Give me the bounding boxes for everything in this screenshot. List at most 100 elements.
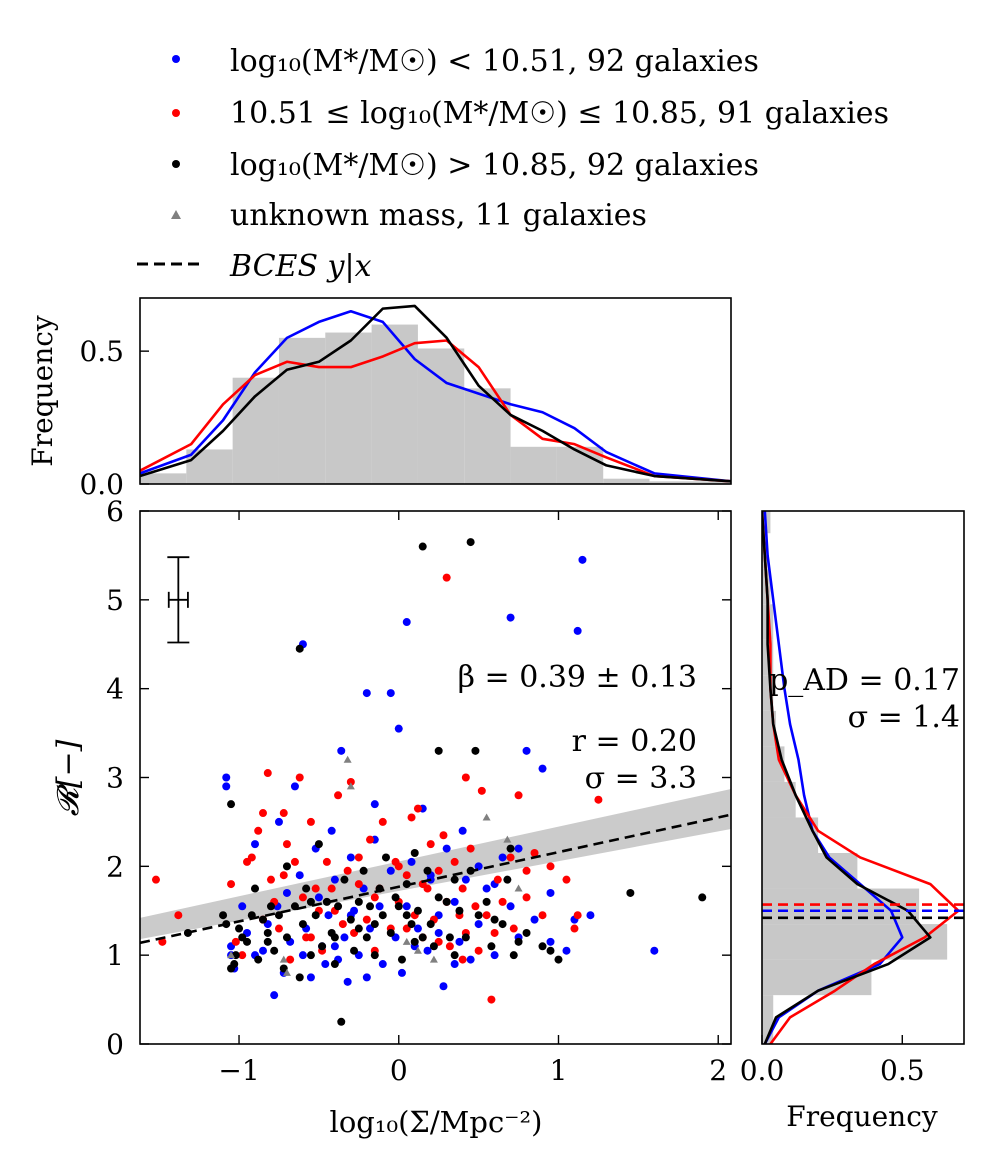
scatter-point [219, 911, 228, 920]
scatter-point [474, 920, 483, 929]
top-hist-kde [139, 304, 732, 483]
scatter-point [413, 924, 422, 933]
scatter-point [330, 875, 339, 884]
scatter-point [514, 844, 523, 853]
scatter-point [354, 853, 363, 862]
right-hist-xlabel: Frequency [786, 1100, 938, 1133]
scatter-point [359, 866, 368, 875]
main-scatter-panel: −1 0 1 2 0 1 2 3 4 5 6 log₁₀(Σ/Mpc⁻²) 𝓡[−] β = 0.… [51, 495, 732, 1139]
scatter-point [546, 937, 555, 946]
scatter-point [450, 897, 459, 906]
scatter-point [386, 866, 395, 875]
main-ytick-label: 5 [106, 584, 124, 617]
scatter-point-unknown [227, 951, 236, 959]
main-xtick-label: 0 [390, 1054, 408, 1087]
scatter-point [266, 875, 275, 884]
scatter-point [538, 764, 547, 773]
scatter-point [439, 982, 448, 991]
scatter-point [698, 893, 707, 902]
scatter-point [490, 928, 499, 937]
scatter-point [458, 884, 467, 893]
scatter-point [366, 835, 375, 844]
top-hist-yticks: 0.0 0.5 [79, 335, 149, 501]
scatter-point [282, 862, 291, 871]
scatter-point [450, 875, 459, 884]
scatter-point [490, 951, 499, 960]
scatter-point [238, 951, 247, 960]
top-ytick-label: 0.5 [79, 335, 124, 368]
main-xlabel: log₁₀(Σ/Mpc⁻²) [330, 1105, 543, 1139]
scatter-point [322, 857, 331, 866]
scatter-point-unknown [482, 813, 491, 821]
scatter-point [586, 911, 595, 920]
top-hist-bar [325, 332, 372, 484]
top-hist-bar [140, 473, 187, 484]
scatter-point [498, 853, 507, 862]
scatter-point [562, 946, 571, 955]
scatter-point [243, 937, 252, 946]
scatter-point [378, 911, 387, 920]
scatter-point [594, 795, 603, 804]
scatter-point [298, 893, 307, 902]
scatter-point [434, 928, 443, 937]
scatter-point [254, 826, 263, 835]
main-ytick-label: 2 [106, 850, 124, 883]
legend-label-black: log₁₀(M*/M☉) > 10.85, 92 galaxies [230, 148, 759, 183]
scatter-point [158, 937, 167, 946]
scatter-point [573, 626, 582, 635]
top-hist-bar [278, 337, 326, 484]
scatter-point [426, 920, 435, 929]
scatter-point [306, 817, 315, 826]
scatter-point [397, 955, 406, 964]
top-hist-frame [139, 297, 732, 485]
scatter-point [418, 542, 427, 551]
scatter-point [318, 942, 327, 951]
scatter-point [263, 928, 272, 937]
scatter-point [279, 809, 288, 818]
scatter-point [445, 933, 454, 942]
scatter-points [151, 538, 707, 1026]
scatter-point [466, 955, 475, 964]
scatter-point [370, 920, 379, 929]
right-hist-frame [761, 510, 965, 1045]
scatter-point [263, 769, 272, 778]
top-ytick-label: 0.0 [79, 468, 124, 501]
main-ytick-label: 0 [106, 1028, 124, 1061]
scatter-point [378, 960, 387, 969]
scatter-point [530, 915, 539, 924]
scatter-point [330, 960, 339, 969]
scatter-point [522, 866, 531, 875]
scatter-point [290, 782, 299, 791]
top-hist-bar [186, 449, 233, 484]
scatter-point [434, 866, 443, 875]
right-hist-panel: 0.0 0.5 Frequency p_AD = 0.17 σ = 1.4 [740, 510, 965, 1133]
scatter-point [362, 973, 371, 982]
typical-errorbar [167, 556, 190, 644]
right-kde-red [762, 511, 960, 1044]
scatter-point [324, 911, 333, 920]
scatter-point [407, 920, 416, 929]
scatter-point-unknown [402, 937, 411, 945]
scatter-point [554, 955, 563, 964]
scatter-point [570, 924, 579, 933]
scatter-point [251, 884, 260, 893]
scatter-point [578, 555, 587, 564]
scatter-point [350, 946, 359, 955]
scatter-point [251, 840, 260, 849]
scatter-point [573, 911, 582, 920]
scatter-point [327, 826, 336, 835]
main-ytick-label: 6 [106, 495, 124, 528]
legend-label-bces: BCES y|x [229, 249, 372, 284]
top-kde-red [139, 339, 732, 483]
scatter-point [514, 791, 523, 800]
scatter-point [434, 893, 443, 902]
sigma-annotation: σ = 3.3 [585, 761, 697, 796]
scatter-point [530, 849, 539, 858]
top-hist-bar [371, 324, 418, 484]
scatter-point [254, 955, 263, 964]
right-hist-kde [762, 511, 960, 1044]
scatter-point [442, 844, 451, 853]
scatter-point-unknown [503, 835, 512, 843]
scatter-point [487, 942, 496, 951]
main-yticks: 0 1 2 3 4 5 6 [106, 495, 731, 1061]
